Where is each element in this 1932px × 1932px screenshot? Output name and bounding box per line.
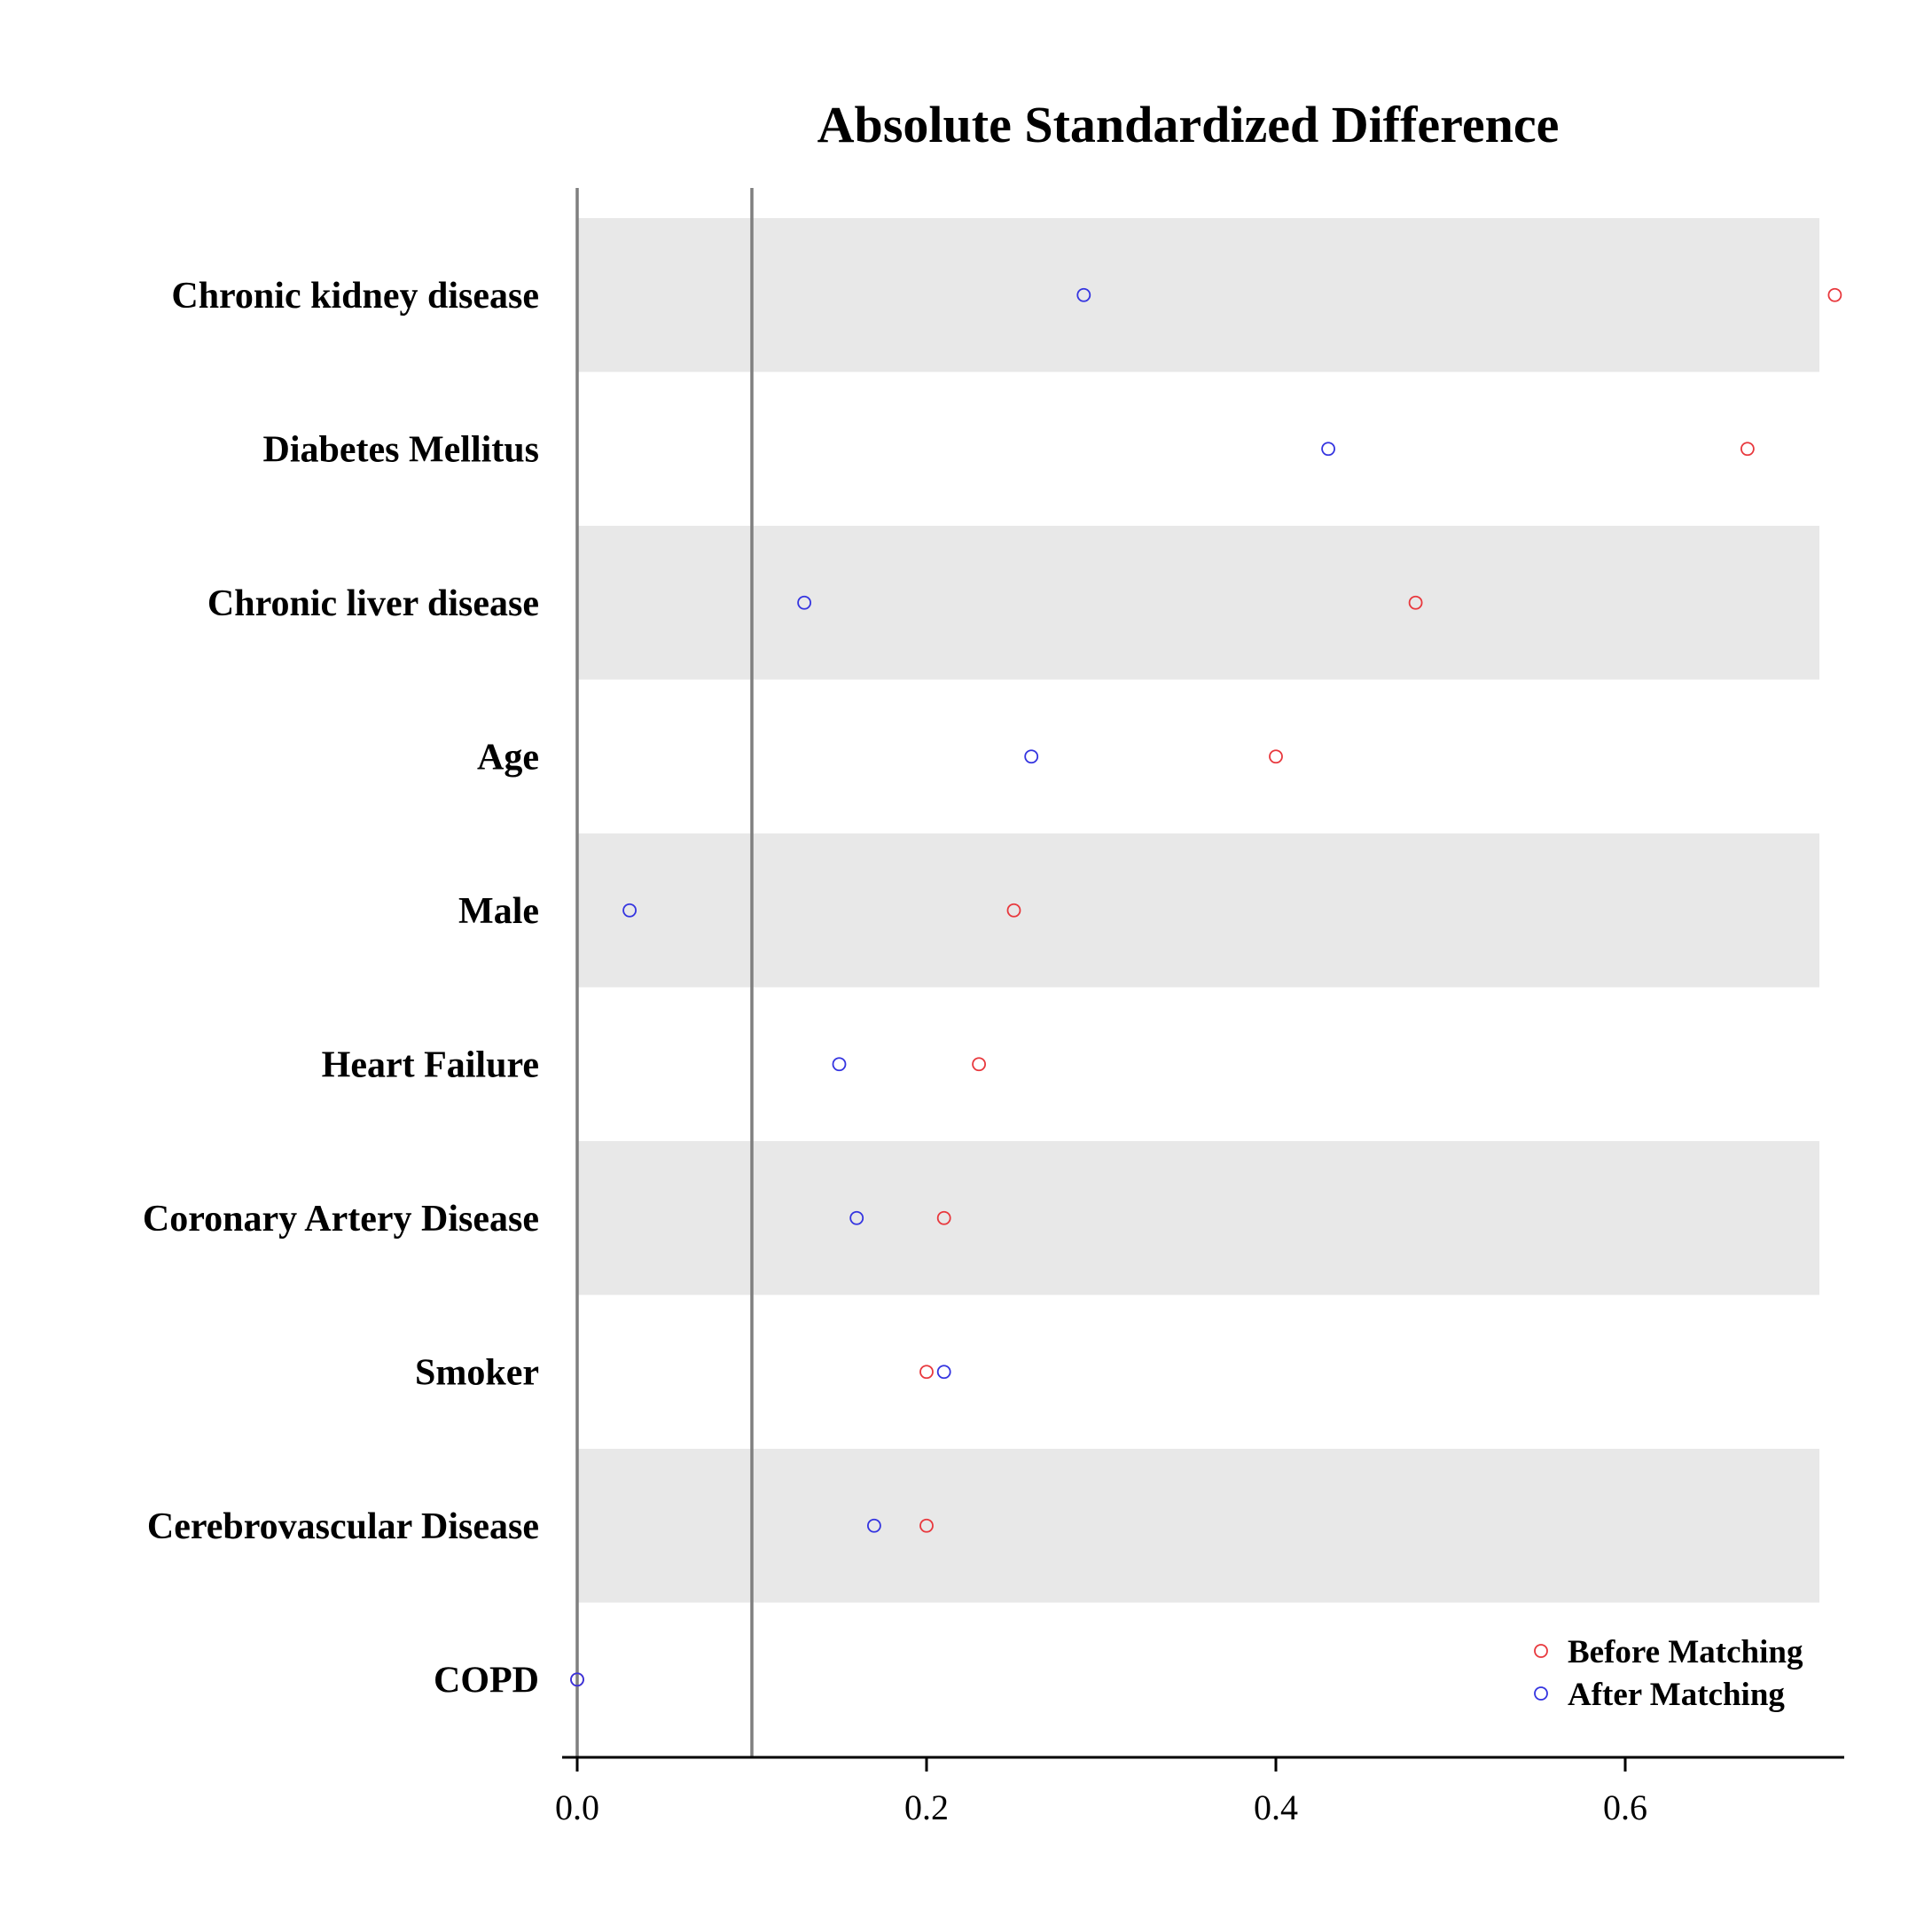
- point-before-matching: [919, 1518, 934, 1533]
- x-tick-label: 0.0: [555, 1787, 599, 1827]
- data-points-layer: [570, 287, 1842, 1687]
- category-label: Age: [477, 737, 539, 778]
- x-axis: 0.0 0.2 0.4 0.6: [555, 1756, 1844, 1827]
- point-after-matching: [867, 1518, 881, 1533]
- point-after-matching: [936, 1365, 951, 1380]
- legend-marker-after-matching: [1534, 1686, 1548, 1701]
- point-after-matching: [1076, 287, 1091, 302]
- point-after-matching: [832, 1057, 847, 1072]
- row-shading-layer: [577, 218, 1819, 1603]
- category-label: Cerebrovascular Disease: [147, 1506, 539, 1547]
- point-after-matching: [1024, 749, 1039, 764]
- point-before-matching: [972, 1057, 986, 1072]
- row-band-coronary-artery-disease: [577, 1141, 1819, 1295]
- chart-title: Absolute Standardized Difference: [817, 96, 1560, 153]
- point-after-matching: [797, 595, 811, 610]
- category-label: Coronary Artery Disease: [143, 1199, 539, 1240]
- category-label: Heart Failure: [322, 1044, 539, 1085]
- category-label: Chronic liver disease: [207, 583, 539, 624]
- point-before-matching: [936, 1210, 951, 1225]
- point-before-matching: [1269, 749, 1283, 764]
- point-after-matching: [849, 1210, 864, 1225]
- point-before-matching: [919, 1365, 934, 1380]
- row-band-cerebrovascular-disease: [577, 1449, 1819, 1603]
- category-label: Male: [458, 891, 539, 932]
- row-band-chronic-kidney-disease: [577, 218, 1819, 372]
- reference-lines-layer: [575, 188, 754, 1757]
- category-label: COPD: [434, 1660, 539, 1701]
- row-band-chronic-liver-disease: [577, 526, 1819, 680]
- point-after-matching: [622, 903, 637, 918]
- category-labels: Chronic kidney disease Diabetes Mellitus C…: [143, 276, 539, 1701]
- x-tick-label: 0.2: [904, 1787, 949, 1827]
- category-label: Chronic kidney disease: [171, 276, 539, 317]
- point-after-matching: [1321, 442, 1335, 457]
- point-after-matching: [570, 1672, 584, 1687]
- legend-label-before-matching: Before Matching: [1568, 1634, 1803, 1670]
- legend: Before Matching After Matching: [1534, 1634, 1803, 1713]
- row-band-male: [577, 833, 1819, 988]
- category-label: Smoker: [415, 1352, 539, 1393]
- x-tick-label: 0.6: [1603, 1787, 1647, 1827]
- point-before-matching: [1006, 903, 1021, 918]
- point-before-matching: [1827, 287, 1842, 302]
- legend-label-after-matching: After Matching: [1568, 1677, 1785, 1713]
- category-label: Diabetes Mellitus: [263, 429, 539, 470]
- point-before-matching: [1740, 442, 1755, 457]
- point-before-matching: [1408, 595, 1423, 610]
- legend-marker-before-matching: [1534, 1644, 1548, 1658]
- x-tick-label: 0.4: [1254, 1787, 1298, 1827]
